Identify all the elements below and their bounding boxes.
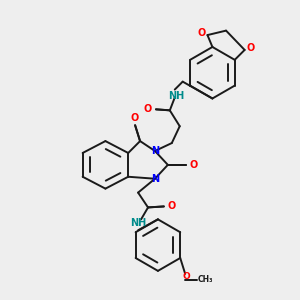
Text: CH₃: CH₃ — [197, 275, 213, 284]
Text: O: O — [130, 113, 138, 123]
Text: O: O — [144, 104, 152, 114]
Text: O: O — [197, 28, 206, 38]
Text: NH: NH — [169, 91, 185, 100]
Text: O: O — [168, 202, 176, 212]
Text: O: O — [182, 272, 190, 281]
Text: N: N — [151, 174, 159, 184]
Text: O: O — [190, 160, 198, 170]
Text: N: N — [151, 146, 159, 156]
Text: O: O — [247, 43, 255, 53]
Text: NH: NH — [130, 218, 146, 228]
